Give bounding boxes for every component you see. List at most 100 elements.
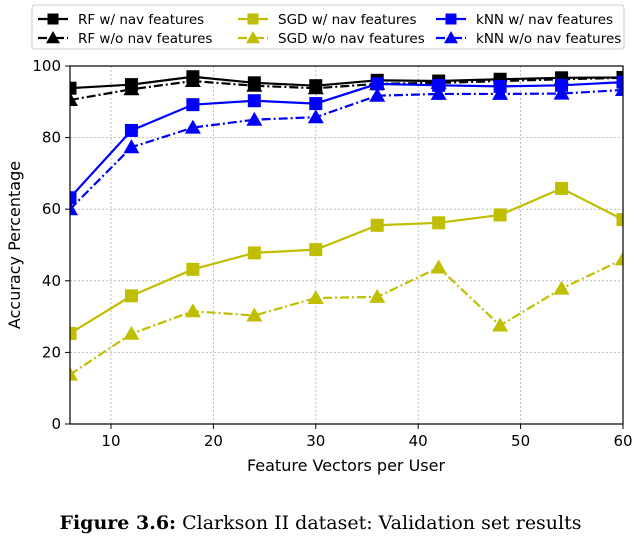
x-tick-label: 10 xyxy=(101,432,120,450)
x-axis-label: Feature Vectors per User xyxy=(247,456,446,475)
legend-label: RF w/ nav features xyxy=(78,12,204,28)
data-point xyxy=(615,251,623,266)
data-point xyxy=(246,111,263,126)
series-sgd-w-nav-features xyxy=(70,181,623,340)
data-point xyxy=(246,77,263,92)
data-point xyxy=(70,191,77,205)
data-point xyxy=(184,73,201,88)
legend-marker xyxy=(47,13,59,25)
legend: RF w/ nav features RF w/o nav features SGD… xyxy=(31,4,625,50)
legend-item: RF w/o nav features xyxy=(38,31,212,47)
data-point xyxy=(616,75,623,89)
data-point xyxy=(70,326,77,340)
series-line xyxy=(70,81,623,199)
data-point xyxy=(247,94,261,108)
line-chart: 10 20 30 40 50 60 0 20 40 60 80 100 Feature Vector… xyxy=(5,4,633,475)
data-point xyxy=(309,243,323,257)
data-point xyxy=(369,288,386,303)
data-point xyxy=(307,109,324,124)
legend-label: kNN w/o nav features xyxy=(476,31,621,47)
data-point xyxy=(123,325,140,340)
data-point xyxy=(124,289,138,303)
legend-label: RF w/o nav features xyxy=(78,31,212,47)
y-tick-label: 100 xyxy=(32,57,61,75)
data-point xyxy=(369,87,386,102)
data-point xyxy=(70,81,77,95)
legend-label: SGD w/o nav features xyxy=(278,31,425,47)
data-point xyxy=(307,80,324,95)
legend-marker xyxy=(247,13,259,25)
data-point xyxy=(370,218,384,232)
x-tick-label: 30 xyxy=(306,432,325,450)
y-tick-label: 20 xyxy=(42,343,61,361)
data-point xyxy=(555,181,569,195)
x-axis: 10 20 30 40 50 60 xyxy=(101,424,633,450)
series-layer xyxy=(70,69,623,381)
caption-text: Clarkson II dataset: Validation set resu… xyxy=(182,512,582,534)
legend-item: SGD w/ nav features xyxy=(238,12,416,28)
figure-caption: Figure 3.6: Clarkson II dataset: Validat… xyxy=(0,512,641,534)
data-point xyxy=(184,303,201,318)
data-point xyxy=(432,78,446,92)
legend-label: SGD w/ nav features xyxy=(278,12,416,28)
legend-marker xyxy=(46,31,60,44)
data-point xyxy=(247,246,261,260)
data-point xyxy=(492,85,509,100)
data-point xyxy=(370,77,384,91)
data-point xyxy=(493,208,507,222)
data-point xyxy=(432,216,446,230)
y-tick-label: 0 xyxy=(51,415,61,433)
series-rf-w-o-nav-features xyxy=(70,69,623,107)
data-point xyxy=(307,289,324,304)
data-point xyxy=(184,119,201,134)
legend-marker xyxy=(246,31,260,44)
data-point xyxy=(186,262,200,276)
data-point xyxy=(186,98,200,112)
x-tick-label: 40 xyxy=(409,432,428,450)
grid-lines xyxy=(70,65,624,425)
x-tick-label: 60 xyxy=(613,432,632,450)
data-point xyxy=(123,81,140,96)
data-point xyxy=(616,213,623,227)
data-point xyxy=(553,280,570,295)
caption-label: Figure 3.6: xyxy=(59,512,177,534)
data-point xyxy=(553,85,570,100)
series-line xyxy=(70,187,623,335)
data-point xyxy=(309,97,323,111)
plot-frame xyxy=(69,65,624,425)
data-point xyxy=(70,92,78,107)
data-point xyxy=(492,317,509,332)
data-point xyxy=(70,201,78,216)
y-tick-label: 40 xyxy=(42,272,61,290)
series-line xyxy=(70,75,623,90)
legend-item: SGD w/o nav features xyxy=(238,31,425,47)
legend-label: kNN w/ nav features xyxy=(476,12,613,28)
series-line xyxy=(70,76,623,102)
x-tick-label: 50 xyxy=(511,432,530,450)
data-point xyxy=(123,139,140,154)
series-line xyxy=(70,258,623,376)
series-knn-w-nav-features xyxy=(70,75,623,205)
legend-item: RF w/ nav features xyxy=(38,12,204,28)
data-point xyxy=(124,123,138,137)
legend-item: kNN w/o nav features xyxy=(436,31,621,47)
x-tick-label: 20 xyxy=(204,432,223,450)
data-point xyxy=(615,81,623,96)
series-line xyxy=(70,88,623,210)
series-sgd-w-o-nav-features xyxy=(70,251,623,381)
series-rf-w-nav-features xyxy=(70,70,623,95)
y-axis-label: Accuracy Percentage xyxy=(5,161,24,329)
legend-marker xyxy=(444,31,458,44)
data-point xyxy=(246,307,263,322)
series-knn-w-o-nav-features xyxy=(70,81,623,216)
y-tick-label: 80 xyxy=(42,129,61,147)
data-point xyxy=(430,85,447,100)
legend-item: kNN w/ nav features xyxy=(436,12,613,28)
data-point xyxy=(430,259,447,274)
data-point xyxy=(70,366,78,381)
data-point xyxy=(555,78,569,92)
y-tick-label: 60 xyxy=(42,200,61,218)
legend-marker xyxy=(445,13,457,25)
legend-box xyxy=(31,4,625,50)
y-axis: 0 20 40 60 80 100 xyxy=(32,57,70,433)
